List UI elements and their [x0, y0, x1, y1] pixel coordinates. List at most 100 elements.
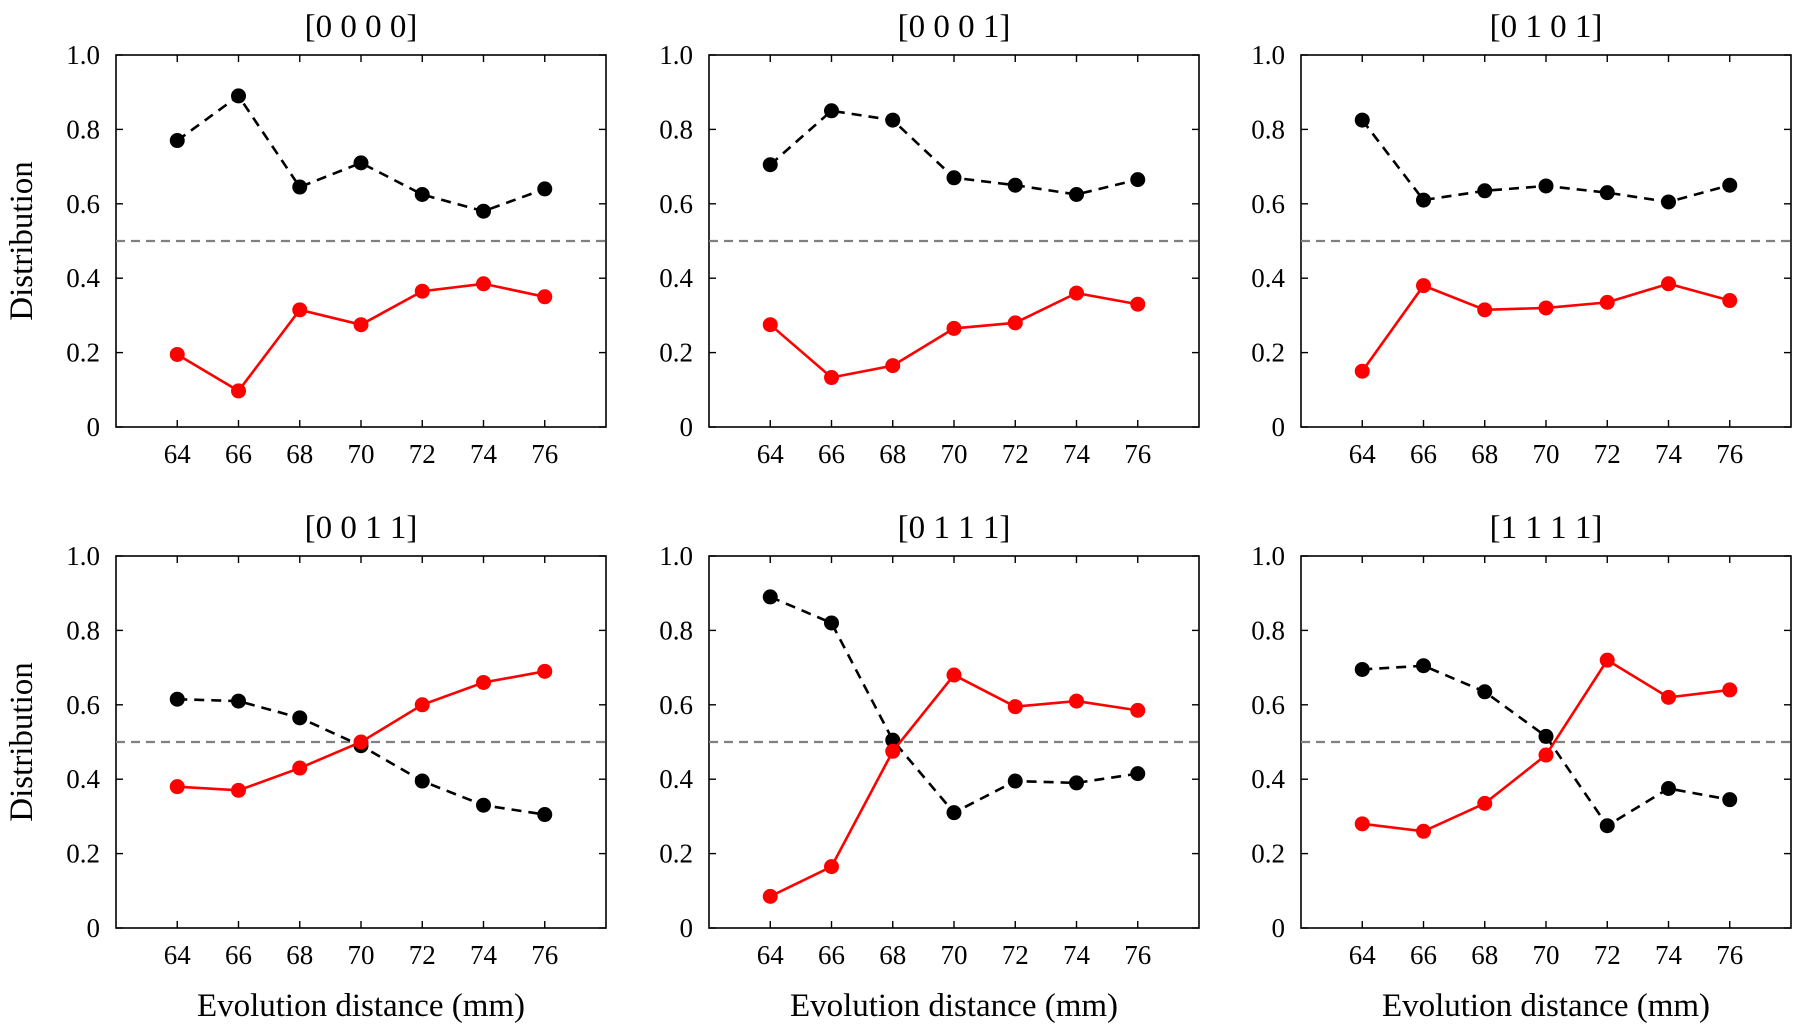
x-tick-label: 74	[1655, 439, 1683, 469]
x-tick-label: 70	[941, 439, 968, 469]
x-tick-label: 68	[1471, 940, 1498, 970]
panel-1: [0 0 0 0] 64 66 68 70 72 74 76 0 0.2 0.4 0.6 0.8 1.0 D…	[4, 9, 607, 469]
data-point-red-solid	[1354, 816, 1370, 832]
data-point-red-solid	[1661, 689, 1676, 705]
x-tick-label: 66	[1410, 439, 1437, 469]
data-point-black-dashed	[476, 203, 491, 219]
x-tick-label: 70	[1533, 439, 1560, 469]
y-tick-label: 0.6	[659, 189, 693, 219]
panel-4: [0 0 1 1] 64 66 68 70 72 74 76 0 0.2 0.4 0.6 0.8 1.0 D…	[4, 510, 607, 1024]
data-point-red-solid	[824, 859, 839, 875]
y-tick-label: 0.6	[66, 189, 100, 219]
data-point-black-dashed	[537, 181, 553, 197]
data-point-red-solid	[762, 317, 778, 333]
data-point-black-dashed	[1538, 728, 1554, 744]
data-point-red-solid	[1007, 699, 1023, 715]
x-tick-label: 64	[757, 940, 785, 970]
data-point-red-solid	[231, 383, 246, 399]
data-point-black-dashed	[537, 807, 553, 823]
data-point-red-solid	[414, 283, 430, 299]
data-point-red-solid	[1007, 315, 1023, 331]
x-tick-label: 76	[1716, 940, 1743, 970]
y-tick-label: 0.4	[659, 263, 693, 293]
data-point-red-solid	[946, 320, 962, 336]
panel-title: [0 1 1 1]	[898, 510, 1011, 546]
data-point-red-solid	[537, 663, 553, 679]
data-point-black-dashed	[946, 805, 962, 821]
data-point-black-dashed	[292, 710, 308, 726]
x-tick-label: 74	[1655, 940, 1683, 970]
panel-5: [0 1 1 1] 64 66 68 70 72 74 76 0 0.2 0.4 0.6 0.8 1.0 E…	[659, 510, 1200, 1024]
x-tick-label: 76	[1124, 940, 1151, 970]
series-line-red-solid	[176, 282, 546, 393]
x-tick-label: 76	[1716, 439, 1743, 469]
x-tick-label: 66	[225, 940, 252, 970]
data-point-red-solid	[824, 370, 839, 386]
y-tick-label: 0.8	[1251, 615, 1285, 645]
data-point-red-solid	[1069, 285, 1084, 301]
x-tick-label: 74	[1063, 439, 1091, 469]
y-tick-label: 0.6	[1251, 690, 1285, 720]
y-tick-label: 0.8	[66, 615, 100, 645]
data-point-red-solid	[885, 358, 901, 374]
data-point-black-dashed	[1477, 183, 1493, 199]
x-tick-label: 68	[286, 940, 313, 970]
y-tick-label: 0.8	[659, 615, 693, 645]
x-tick-label: 76	[531, 940, 558, 970]
x-tick-label: 64	[164, 940, 192, 970]
data-point-black-dashed	[292, 179, 308, 195]
data-point-red-solid	[476, 276, 491, 292]
data-point-black-dashed	[414, 773, 430, 789]
data-point-red-solid	[169, 346, 185, 362]
y-tick-label: 0.6	[66, 690, 100, 720]
y-tick-label: 0	[1272, 913, 1286, 943]
data-point-black-dashed	[1416, 658, 1431, 674]
data-point-red-solid	[1354, 363, 1370, 379]
panel-title: [0 0 0 1]	[898, 9, 1011, 45]
y-axis-label: Distribution	[4, 662, 40, 822]
data-point-black-dashed	[231, 693, 246, 709]
data-point-red-solid	[1599, 294, 1615, 310]
x-tick-label: 66	[818, 940, 845, 970]
x-tick-label: 64	[1349, 940, 1377, 970]
y-tick-label: 0.8	[659, 114, 693, 144]
x-tick-label: 74	[1063, 940, 1091, 970]
panel-title: [0 0 0 0]	[305, 9, 418, 45]
x-tick-label: 76	[531, 439, 558, 469]
data-point-black-dashed	[1069, 187, 1084, 202]
data-point-black-dashed	[1722, 177, 1738, 193]
data-point-black-dashed	[1599, 185, 1615, 201]
series-line-black-dashed	[177, 697, 545, 816]
x-tick-label: 76	[1124, 439, 1151, 469]
data-point-red-solid	[169, 779, 185, 795]
y-tick-label: 0.2	[1251, 839, 1285, 869]
x-tick-label: 66	[818, 439, 845, 469]
y-tick-label: 0.4	[66, 764, 100, 794]
data-point-red-solid	[1069, 693, 1084, 709]
y-tick-label: 0.6	[659, 690, 693, 720]
y-tick-label: 1.0	[66, 541, 100, 571]
x-tick-label: 70	[1533, 940, 1560, 970]
x-tick-label: 66	[225, 439, 252, 469]
data-point-black-dashed	[1069, 775, 1084, 791]
data-point-red-solid	[762, 888, 778, 904]
data-point-black-dashed	[1416, 192, 1431, 208]
series-line-red-solid	[177, 670, 545, 792]
panel-2: [0 0 0 1] 64 66 68 70 72 74 76 0 0.2 0.4 0.6 0.8 1.0	[659, 9, 1200, 469]
y-tick-label: 0	[680, 913, 694, 943]
data-point-black-dashed	[1130, 766, 1146, 782]
data-point-black-dashed	[762, 157, 778, 173]
data-point-black-dashed	[824, 615, 839, 631]
data-point-red-solid	[885, 743, 901, 759]
y-tick-label: 0.2	[1251, 338, 1285, 368]
y-tick-label: 0	[1272, 412, 1286, 442]
data-point-black-dashed	[1007, 773, 1023, 789]
y-tick-label: 0	[87, 913, 101, 943]
x-tick-label: 70	[941, 940, 968, 970]
data-point-black-dashed	[762, 589, 778, 605]
x-tick-label: 66	[1410, 940, 1437, 970]
x-tick-label: 68	[1471, 439, 1498, 469]
panel-6: [1 1 1 1] 64 66 68 70 72 74 76 0 0.2 0.4 0.6 0.8 1.0 E…	[1251, 510, 1792, 1024]
x-axis-label: Evolution distance (mm)	[197, 988, 525, 1024]
data-point-red-solid	[1661, 276, 1676, 292]
